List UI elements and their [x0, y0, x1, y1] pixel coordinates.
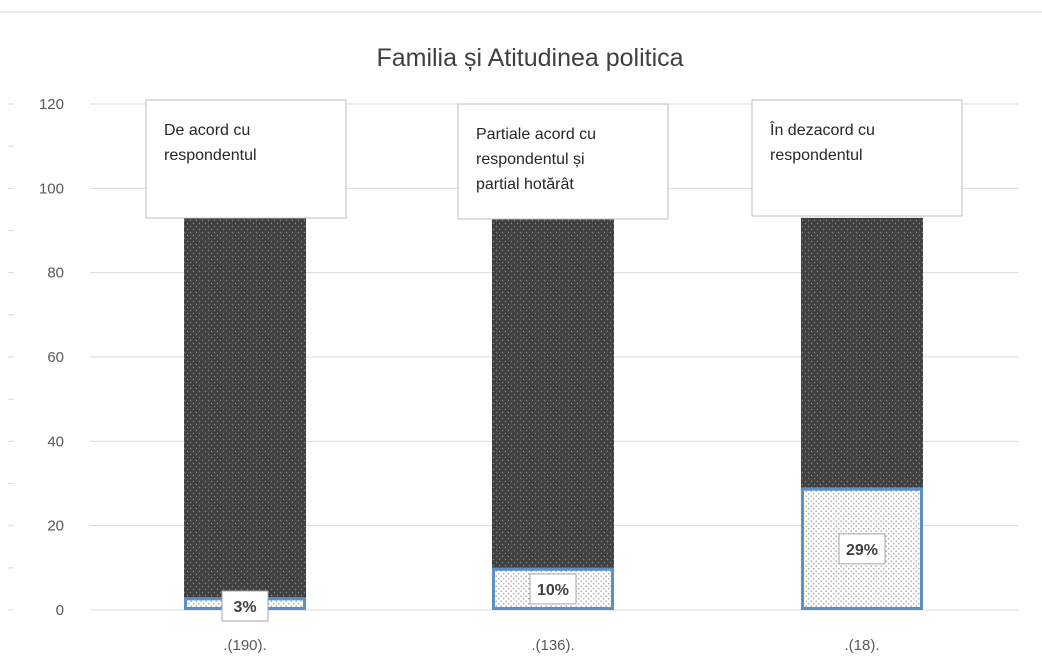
y-axis-ticks: 0 20 40 60 80 100 120 [8, 96, 64, 619]
data-label: 10% [537, 582, 569, 599]
y-tick-label: 60 [47, 349, 64, 366]
x-category-label: .(136). [531, 637, 574, 654]
chart-title: Familia și Atitudinea politica [376, 44, 683, 72]
data-label-box [221, 590, 269, 622]
x-category-label: .(18). [844, 637, 879, 654]
y-tick-label: 80 [47, 265, 64, 282]
annotation-line: respondentul [164, 147, 257, 164]
data-label: 3% [233, 599, 256, 616]
y-tick-label: 100 [39, 180, 64, 197]
data-labels: 3% 10% 29% [221, 533, 886, 622]
data-label: 29% [846, 542, 878, 559]
annotation-box [751, 99, 963, 217]
annotation-line: De acord cu [164, 122, 250, 139]
annotation-line: partial hotărât [476, 176, 574, 193]
bar-segment-dark [492, 217, 614, 568]
bar-segment-dark [801, 217, 923, 488]
y-tick-label: 20 [47, 518, 64, 535]
annotation-box [145, 99, 347, 219]
y-tick-label: 40 [47, 433, 64, 450]
x-category-label: .(190). [223, 637, 266, 654]
data-label-box [529, 573, 577, 605]
annotation-box [457, 103, 669, 220]
annotation-line: Partiale acord cu [476, 126, 596, 143]
data-label-box [838, 533, 886, 565]
y-tick-label: 120 [39, 96, 64, 113]
annotations: De acord cu respondentul Partiale acord cu… [145, 99, 963, 220]
annotation-line: respondentul [770, 147, 863, 164]
bar-segment-dark [184, 217, 306, 598]
bars [184, 217, 923, 611]
annotation-line: respondentul și [476, 151, 585, 168]
category-labels: .(190). .(136). .(18). [223, 637, 879, 654]
annotation-line: În dezacord cu [769, 120, 875, 139]
y-tick-label: 0 [56, 602, 64, 619]
